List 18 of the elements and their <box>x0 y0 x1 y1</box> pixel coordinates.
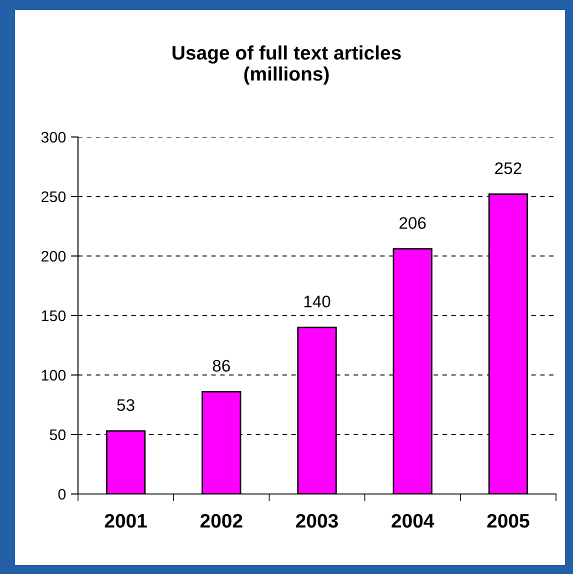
y-tick-label: 0 <box>58 488 66 500</box>
data-label: 140 <box>304 296 330 308</box>
y-tick-label: 100 <box>42 370 66 381</box>
y-tick-label: 250 <box>41 191 66 202</box>
x-tick-label: 2001 <box>104 514 147 528</box>
y-tick-label: 50 <box>50 429 66 440</box>
x-tick-label: 2002 <box>200 514 242 528</box>
y-tick-label: 300 <box>41 132 66 143</box>
data-label: 206 <box>400 217 426 229</box>
data-label: 53 <box>117 399 134 411</box>
x-tick-label: 2003 <box>296 514 338 528</box>
x-tick-label: 2005 <box>487 514 530 528</box>
chart-title: Usage of full text articles (millions) <box>172 45 401 85</box>
x-tick-label: 2004 <box>392 514 434 528</box>
y-tick-label: 150 <box>42 310 66 322</box>
y-tick-label: 200 <box>41 250 66 262</box>
data-label: 86 <box>212 360 230 372</box>
data-label: 252 <box>495 162 522 174</box>
